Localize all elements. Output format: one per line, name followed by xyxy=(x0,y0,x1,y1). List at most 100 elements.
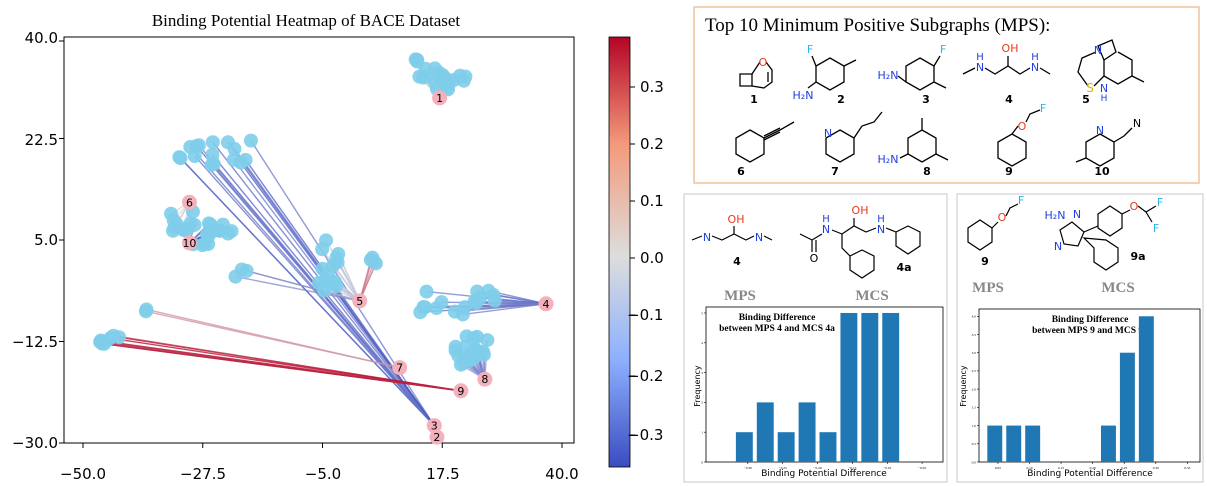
atom-label: H xyxy=(976,52,984,63)
molecule-4 xyxy=(962,56,1051,75)
bond-lines xyxy=(1097,39,1117,61)
labeled-point-marker xyxy=(392,360,408,376)
labeled-point-marker xyxy=(181,194,197,210)
atom-label: N xyxy=(1054,240,1062,253)
heatmap-point xyxy=(329,279,344,294)
atom-label: O xyxy=(1018,120,1027,133)
histogram-y-tick-label: 2.5 xyxy=(972,369,977,373)
bond-lines xyxy=(907,129,937,163)
histogram-x-tick-label: 0.10 xyxy=(1026,466,1032,470)
atom-label: F xyxy=(940,43,946,56)
molecule-number: 7 xyxy=(831,165,839,178)
molecule-3 xyxy=(897,55,947,91)
heatmap-point xyxy=(466,331,481,346)
atom-label: O xyxy=(1130,200,1139,213)
labeled-point-label: 2 xyxy=(433,431,440,444)
heatmap-point xyxy=(164,206,179,221)
atom-label: N xyxy=(1031,61,1039,74)
histogram-x-tick-label: −0.25 xyxy=(779,466,787,470)
histogram-x-tick-label: −0.15 xyxy=(848,466,856,470)
molecule-2 xyxy=(807,55,857,91)
colorbar-ticks xyxy=(630,86,635,436)
bond-lines xyxy=(751,61,773,89)
heatmap-point xyxy=(206,156,221,171)
molecule-9 xyxy=(997,109,1041,167)
mps-panel-frame xyxy=(693,6,1200,184)
double-bond xyxy=(811,240,817,252)
atom-label: N xyxy=(1133,117,1141,130)
histogram-x-tick-label: −0.05 xyxy=(918,466,926,470)
labeled-point-label: 4 xyxy=(543,298,550,311)
heatmap-edge xyxy=(101,340,461,392)
comparison-panel-1: OH N N 4 OH H N H N O 4a MPS MCS Binding… xyxy=(683,193,948,483)
heatmap-point xyxy=(224,224,239,239)
histogram-bar xyxy=(819,432,837,462)
atom-label: H xyxy=(877,214,885,225)
histogram-bars xyxy=(735,312,900,462)
atom-label: F xyxy=(1157,196,1163,209)
heatmap-point xyxy=(368,256,383,271)
atom-label: O xyxy=(759,56,768,69)
histogram-y-tick-label: 0.5 xyxy=(972,442,977,446)
histogram-1: Binding Difference between MPS 4 and MCS… xyxy=(693,306,944,479)
bond-lines xyxy=(1077,51,1105,87)
atom-label: N xyxy=(1094,44,1102,57)
histogram-x-tick-label: 0.20 xyxy=(1090,466,1096,470)
histogram-xlabel: Binding Potential Difference xyxy=(761,469,887,479)
x-tick-label: 17.5 xyxy=(426,465,459,483)
y-tick-label: −12.5 xyxy=(12,333,58,351)
atom-label: OH xyxy=(1002,42,1019,55)
labeled-point-label: 7 xyxy=(396,362,403,375)
bond-lines xyxy=(899,118,949,161)
histogram-y-tick-label: 3 xyxy=(701,371,703,375)
bond-lines xyxy=(1083,225,1099,233)
y-tick-labels: 40.0 22.5 5.0 −12.5 −30.0 xyxy=(12,29,58,452)
mps-caption: MPS xyxy=(724,288,756,304)
colorbar-tick-label: 0.1 xyxy=(640,192,664,210)
histogram-title: Binding Difference xyxy=(739,313,816,323)
colorbar-tick-label: −0.1 xyxy=(627,306,663,324)
heatmap-point xyxy=(456,73,471,88)
heatmap-point xyxy=(434,295,449,310)
molecule-1 xyxy=(739,61,773,89)
molecule-number: 2 xyxy=(837,93,845,106)
atom-label: F xyxy=(1018,194,1024,207)
histogram-y-tick-label: 1 xyxy=(701,430,703,434)
heatmap-axes: −50.0 −27.5 −5.0 17.5 40.0 40.0 22.5 5.0… xyxy=(12,29,579,483)
heatmap-point xyxy=(410,52,425,67)
histogram-bar xyxy=(882,312,900,462)
mps-panel: Top 10 Minimum Positive Subgraphs (MPS):… xyxy=(693,6,1200,184)
histogram-x-tick-label: 0.25 xyxy=(1121,466,1127,470)
labeled-point-marker xyxy=(538,296,554,312)
colorbar-tick-label: 0.3 xyxy=(640,78,664,96)
molecule-number: 10 xyxy=(1094,165,1110,178)
histogram-ylabel: Frequency xyxy=(693,365,702,407)
atom-label: H₂N xyxy=(878,153,899,166)
histogram-bar xyxy=(987,425,1003,462)
histogram-y-tick-label: 1.5 xyxy=(972,406,977,410)
labeled-point-label: 9 xyxy=(457,385,464,398)
molecule-number: 9 xyxy=(1005,165,1013,178)
molecule-6 xyxy=(735,121,795,163)
heatmap-point xyxy=(453,357,468,372)
histogram-x-tick-label: 0.05 xyxy=(995,466,1001,470)
x-tick-label: 40.0 xyxy=(545,465,578,483)
bond-lines xyxy=(1131,75,1145,83)
mps-4-structure xyxy=(691,226,773,241)
heatmap-point xyxy=(317,283,332,298)
histogram-y-tick-label: 4 xyxy=(701,341,703,345)
heatmap-point xyxy=(205,135,220,150)
colorbar: 0.3 0.2 0.1 0.0 −0.1 −0.2 −0.3 xyxy=(608,36,664,468)
bond-lines xyxy=(1011,109,1041,135)
histogram-x-tick-label: −0.10 xyxy=(883,466,891,470)
mcs-caption: MCS xyxy=(855,288,888,304)
heatmap-point xyxy=(94,333,109,348)
molecule-number: 1 xyxy=(750,93,758,106)
atom-label: N xyxy=(1096,124,1104,137)
labeled-point-marker xyxy=(432,90,448,106)
heatmap-point xyxy=(325,258,340,273)
histogram-title: between MPS 4 and MCS 4a xyxy=(719,324,835,334)
y-tick-label: 40.0 xyxy=(25,29,58,47)
